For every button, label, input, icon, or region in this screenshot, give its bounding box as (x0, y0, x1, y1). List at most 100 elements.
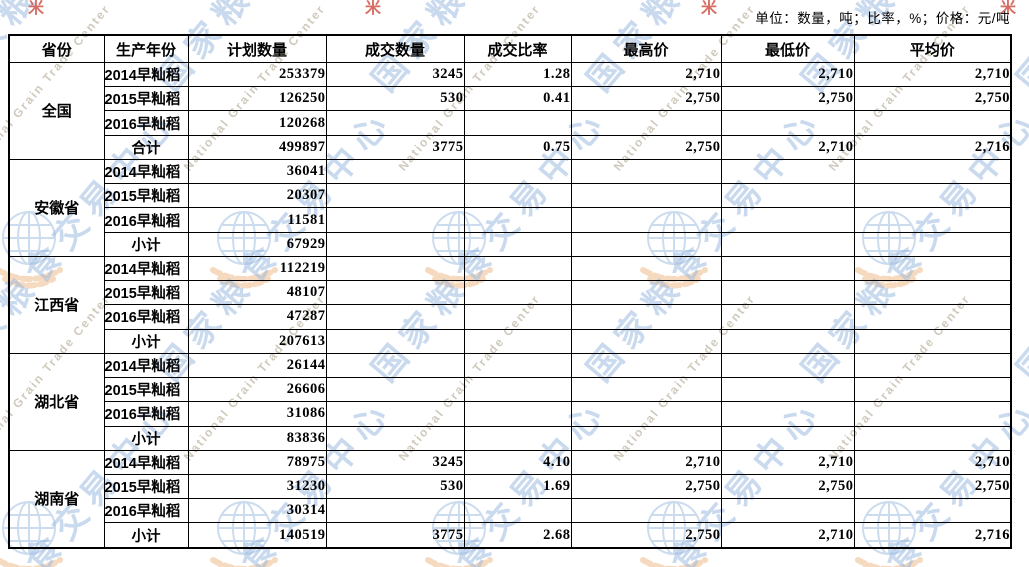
red-grain-mark: 米 (1000, 0, 1017, 17)
max-price-cell (570, 280, 722, 306)
planned-qty-cell: 26606 (187, 377, 327, 403)
avg-price-cell (853, 377, 1012, 403)
traded-qty-cell (325, 328, 465, 354)
auction-results-table: 省份 生产年份 计划数量 成交数量 成交比率 最高价 最低价 平均价 全国 2014早籼稻 253… (8, 34, 1012, 549)
unit-note: 单位：数量，吨；比率，%；价格：元/吨 (755, 11, 1010, 26)
table-row: 2016早籼稻 31086 (9, 401, 1012, 427)
province-cell: 全国 (8, 62, 105, 160)
min-price-cell (720, 280, 855, 306)
traded-qty-cell (325, 498, 465, 524)
table-row: 安徽省 2014早籼稻 36041 (8, 158, 1012, 257)
column-header-5: 最高价 (570, 34, 722, 63)
min-price-cell: 2,750 (720, 473, 855, 500)
traded-qty-cell: 3245 (325, 449, 465, 475)
total-label-cell: 合计 (103, 134, 189, 160)
avg-price-cell (853, 401, 1012, 427)
avg-price-cell: 2,750 (853, 473, 1012, 500)
column-header-6: 最低价 (720, 34, 855, 63)
table-body: 全国 2014早籼稻 253379 3245 1.28 2,710 2,710 2,710 20… (8, 61, 1012, 549)
max-price-cell: 2,750 (570, 86, 722, 112)
min-price-cell (720, 352, 855, 379)
planned-qty-cell: 11581 (187, 207, 327, 233)
planned-qty-cell: 78975 (187, 449, 327, 475)
planned-qty-cell: 47287 (187, 304, 327, 330)
avg-price-cell (853, 207, 1012, 233)
planned-qty-cell: 207613 (187, 328, 327, 354)
avg-price-cell: 2,750 (853, 86, 1012, 112)
production-year-cell: 2015早籼稻 (103, 473, 189, 500)
traded-qty-cell (325, 401, 465, 427)
avg-price-cell (853, 328, 1012, 354)
column-header-7: 平均价 (853, 34, 1012, 63)
total-row: 小计 140519 3775 2.68 2,750 2,710 2,716 (9, 522, 1012, 549)
traded-ratio-cell (463, 207, 572, 233)
total-row: 小计 207613 (9, 328, 1012, 354)
globe-wheat-logo-icon (849, 0, 929, 5)
min-price-cell: 2,710 (720, 522, 855, 549)
avg-price-cell: 2,710 (853, 61, 1012, 88)
column-header-3: 成交数量 (325, 34, 465, 63)
table-row: 湖南省 2014早籼稻 78975 3245 4.10 2,710 2,710 2,710 (8, 449, 1012, 549)
traded-qty-cell (325, 207, 465, 233)
avg-price-cell (853, 255, 1012, 282)
production-year-cell: 2016早籼稻 (103, 304, 189, 330)
planned-qty-cell: 48107 (187, 280, 327, 306)
traded-ratio-cell (463, 401, 572, 427)
max-price-cell: 2,750 (570, 473, 722, 500)
traded-qty-cell (325, 231, 465, 257)
province-cell: 安徽省 (8, 158, 105, 257)
table-row: 湖北省 2014早籼稻 26144 (8, 352, 1012, 451)
table-row: 2016早籼稻 47287 (9, 304, 1012, 330)
traded-qty-cell (325, 183, 465, 209)
table-row: 2015早籼稻 26606 (9, 377, 1012, 403)
min-price-cell (720, 304, 855, 330)
traded-ratio-cell: 0.75 (463, 134, 572, 160)
total-row: 合计 499897 3775 0.75 2,750 2,710 2,716 (9, 134, 1012, 160)
planned-qty-cell: 253379 (187, 61, 327, 88)
max-price-cell (570, 158, 722, 185)
table-row: 2015早籼稻 48107 (9, 280, 1012, 306)
production-year-cell: 2015早籼稻 (103, 377, 189, 403)
total-row: 小计 83836 (9, 425, 1012, 451)
max-price-cell (570, 110, 722, 136)
traded-qty-cell: 3775 (325, 522, 465, 549)
max-price-cell: 2,710 (570, 449, 722, 475)
table-row: 2015早籼稻 20307 (9, 183, 1012, 209)
planned-qty-cell: 31086 (187, 401, 327, 427)
min-price-cell (720, 207, 855, 233)
planned-qty-cell: 83836 (187, 425, 327, 451)
planned-qty-cell: 31230 (187, 473, 327, 500)
planned-qty-cell: 30314 (187, 498, 327, 524)
max-price-cell (570, 304, 722, 330)
max-price-cell (570, 328, 722, 354)
traded-ratio-cell (463, 425, 572, 451)
traded-ratio-cell (463, 255, 572, 282)
min-price-cell (720, 498, 855, 524)
min-price-cell: 2,710 (720, 449, 855, 475)
table-row: 2016早籼稻 120268 (9, 110, 1012, 136)
column-header-4: 成交比率 (463, 34, 572, 63)
traded-ratio-cell (463, 498, 572, 524)
traded-ratio-cell: 0.41 (463, 86, 572, 112)
traded-qty-cell (325, 255, 465, 282)
traded-qty-cell: 530 (325, 86, 465, 112)
table-header: 省份 生产年份 计划数量 成交数量 成交比率 最高价 最低价 平均价 (8, 34, 1012, 63)
traded-ratio-cell (463, 352, 572, 379)
planned-qty-cell: 26144 (187, 352, 327, 379)
max-price-cell (570, 401, 722, 427)
table-row: 2015早籼稻 126250 530 0.41 2,750 2,750 2,750 (9, 86, 1012, 112)
total-label-cell: 小计 (103, 522, 189, 549)
table-row: 全国 2014早籼稻 253379 3245 1.28 2,710 2,710 2,710 (8, 61, 1012, 160)
production-year-cell: 2015早籼稻 (103, 86, 189, 112)
traded-ratio-cell (463, 328, 572, 354)
red-grain-mark: 米 (365, 0, 382, 17)
traded-ratio-cell (463, 158, 572, 185)
avg-price-cell (853, 425, 1012, 451)
globe-wheat-logo-icon (419, 0, 499, 5)
planned-qty-cell: 20307 (187, 183, 327, 209)
max-price-cell (570, 352, 722, 379)
min-price-cell (720, 183, 855, 209)
max-price-cell (570, 498, 722, 524)
planned-qty-cell: 36041 (187, 158, 327, 185)
max-price-cell (570, 377, 722, 403)
